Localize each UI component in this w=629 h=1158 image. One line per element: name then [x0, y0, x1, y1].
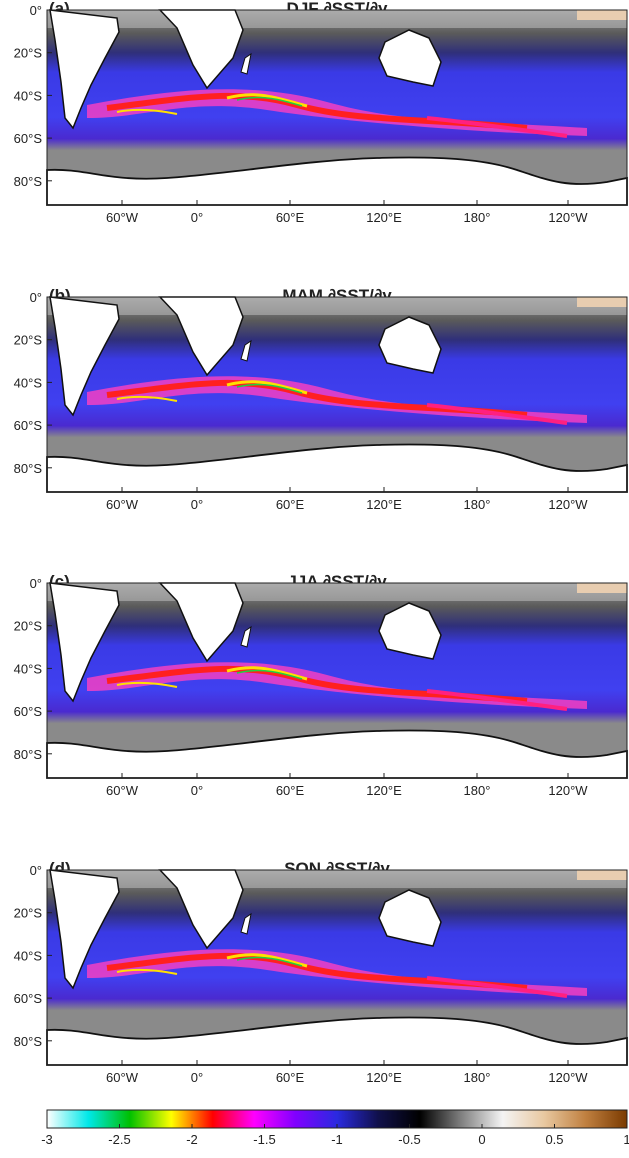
lat-label: 40°S — [14, 375, 43, 390]
lon-label: 120°W — [548, 210, 588, 225]
colorbar-tick-label: 0 — [478, 1132, 485, 1147]
lat-label: 20°S — [14, 906, 43, 921]
lat-label: 60°S — [14, 418, 43, 433]
lon-label: 120°E — [366, 1070, 402, 1085]
lon-label: 60°W — [106, 497, 139, 512]
lat-label: 80°S — [14, 1034, 43, 1049]
map-frame — [46, 582, 628, 779]
lon-label: 60°E — [276, 497, 305, 512]
lon-label: 0° — [191, 497, 203, 512]
map-field — [47, 10, 627, 205]
lon-label: 60°W — [106, 210, 139, 225]
lon-label: 0° — [191, 1070, 203, 1085]
lon-label: 180° — [464, 1070, 491, 1085]
lon-label: 120°E — [366, 210, 402, 225]
map-frame — [46, 296, 628, 493]
map-frame — [46, 9, 628, 206]
colorbar: -3 -2.5 -2 -1.5 -1 -0.5 0 0.5 1 — [41, 1109, 629, 1147]
lon-label: 180° — [464, 497, 491, 512]
lon-label: 120°W — [548, 497, 588, 512]
lon-label: 0° — [191, 210, 203, 225]
lat-label: 0° — [30, 3, 42, 18]
map-field — [47, 870, 627, 1065]
map-panel: (b) MAM ∂SST/∂y0°20°S40°S60°S80°S60°W 0° 60… — [14, 286, 627, 512]
lat-label: 80°S — [14, 461, 43, 476]
lon-label: 120°E — [366, 497, 402, 512]
lat-label: 40°S — [14, 661, 43, 676]
colorbar-tick-label: -0.5 — [398, 1132, 420, 1147]
lat-label: 20°S — [14, 46, 43, 61]
lon-label: 120°W — [548, 1070, 588, 1085]
lon-label: 120°W — [548, 783, 588, 798]
lat-label: 20°S — [14, 333, 43, 348]
map-panel: (d) SON ∂SST/∂y0°20°S40°S60°S80°S60°W 0° 60… — [14, 859, 627, 1085]
lon-label: 0° — [191, 783, 203, 798]
lat-label: 60°S — [14, 991, 43, 1006]
lon-label: 180° — [464, 783, 491, 798]
panels: (a) DJF ∂SST/∂y0°20°S40°S60°S80°S60°W 0° 60… — [14, 0, 627, 1085]
lat-label: 0° — [30, 863, 42, 878]
lon-label: 60°E — [276, 783, 305, 798]
colorbar-tick-label: -3 — [41, 1132, 53, 1147]
colorbar-tick-label: -2 — [186, 1132, 198, 1147]
lon-label: 60°E — [276, 210, 305, 225]
lon-label: 180° — [464, 210, 491, 225]
colorbar-tick-label: -2.5 — [108, 1132, 130, 1147]
colorbar-tick-label: -1.5 — [253, 1132, 275, 1147]
lat-label: 60°S — [14, 704, 43, 719]
lat-label: 0° — [30, 290, 42, 305]
colorbar-tick-label: 0.5 — [545, 1132, 563, 1147]
lat-label: 40°S — [14, 948, 43, 963]
lat-label: 80°S — [14, 174, 43, 189]
map-panel: (a) DJF ∂SST/∂y0°20°S40°S60°S80°S60°W 0° 60… — [14, 0, 627, 225]
lon-label: 60°W — [106, 1070, 139, 1085]
colorbar-tick-label: 1 — [623, 1132, 629, 1147]
lat-label: 60°S — [14, 131, 43, 146]
lat-label: 80°S — [14, 747, 43, 762]
lat-label: 0° — [30, 576, 42, 591]
colorbar-tick-label: -1 — [331, 1132, 343, 1147]
map-panel: (c) JJA ∂SST/∂y0°20°S40°S60°S80°S60°W 0° 60… — [14, 572, 627, 798]
lon-label: 120°E — [366, 783, 402, 798]
lon-label: 60°W — [106, 783, 139, 798]
map-frame — [46, 869, 628, 1066]
lon-label: 60°E — [276, 1070, 305, 1085]
map-field — [47, 297, 627, 492]
map-field — [47, 583, 627, 778]
lat-label: 40°S — [14, 88, 43, 103]
lat-label: 20°S — [14, 619, 43, 634]
